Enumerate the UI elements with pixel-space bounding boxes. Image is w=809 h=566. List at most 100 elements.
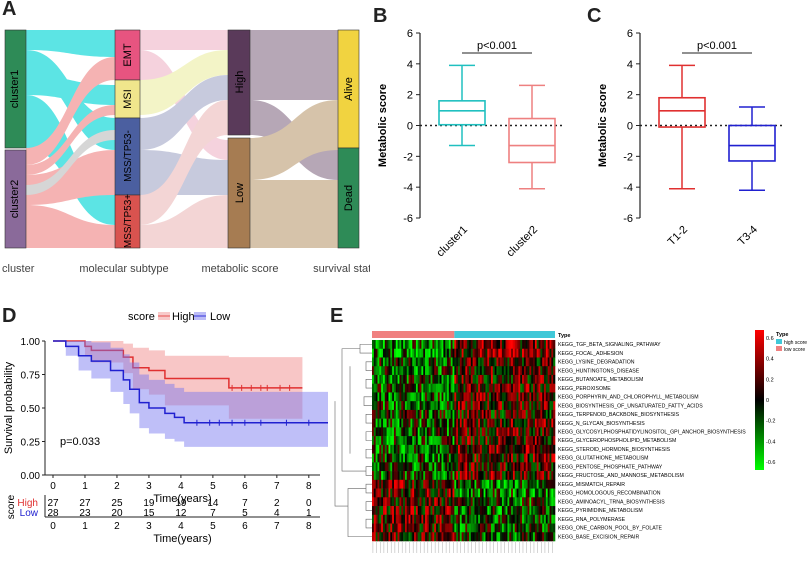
heat-cell: [375, 488, 378, 498]
row-label: KEGG_BIOSYNTHESIS_OF_UNSATURATED_FATTY_A…: [558, 403, 703, 409]
heat-cell: [520, 401, 523, 411]
heat-cell: [520, 418, 523, 428]
heat-cell: [514, 357, 517, 367]
heat-cell: [432, 479, 435, 489]
heat-cell: [549, 392, 552, 402]
heat-cell: [489, 462, 492, 472]
heat-cell: [489, 436, 492, 446]
heat-cell: [478, 471, 481, 481]
heat-cell: [382, 340, 386, 350]
color-bar-label: -0.2: [766, 419, 775, 425]
heat-cell: [500, 427, 503, 437]
heat-cell: [390, 418, 393, 428]
heat-cell: [474, 436, 477, 446]
heat-cell: [540, 532, 543, 542]
heat-cell: [450, 453, 453, 463]
heat-cell: [542, 392, 545, 402]
heat-cell: [479, 506, 483, 516]
heat-cell: [478, 523, 481, 533]
heat-cell: [454, 366, 457, 376]
heat-cell: [467, 462, 470, 472]
heat-cell: [467, 444, 470, 454]
heat-cell: [412, 357, 415, 367]
heat-cell: [432, 348, 435, 358]
heat-cell: [384, 488, 387, 498]
heat-cell: [412, 532, 415, 542]
heat-cell: [423, 427, 426, 437]
heat-cell: [428, 436, 431, 446]
heat-cell: [443, 436, 446, 446]
heat-cell: [553, 453, 556, 463]
heat-cell: [423, 514, 426, 524]
heat-cell: [447, 514, 450, 524]
heat-cell: [509, 497, 512, 507]
heat-cell: [414, 348, 417, 358]
heat-cell: [458, 409, 461, 419]
heat-cell: [481, 366, 484, 376]
heat-cell: [410, 427, 413, 437]
heat-cell: [372, 462, 375, 472]
heat-cell: [408, 462, 411, 472]
heat-cell: [549, 357, 552, 367]
heat-cell: [518, 348, 521, 358]
heat-cell: [430, 462, 433, 472]
heat-cell: [538, 471, 541, 481]
heat-cell: [443, 514, 446, 524]
heat-cell: [492, 392, 495, 402]
heat-cell: [408, 497, 411, 507]
heat-cell: [485, 506, 488, 516]
pvalue-text: p<0.001: [477, 40, 517, 52]
heat-cell: [467, 427, 470, 437]
heat-cell: [439, 392, 442, 402]
flow-msspos-high: [140, 100, 228, 225]
heat-cell: [529, 392, 532, 402]
heat-cell: [478, 383, 481, 393]
heat-cell: [551, 374, 554, 384]
heat-cell: [448, 497, 451, 507]
heat-cell: [403, 366, 406, 376]
heat-cell: [404, 436, 408, 446]
heat-cell: [463, 462, 466, 472]
heat-cell: [536, 374, 539, 384]
heat-cell: [384, 453, 387, 463]
heat-cell: [417, 514, 420, 524]
heat-cell: [419, 514, 422, 524]
heat-cell: [551, 427, 554, 437]
heat-cell: [441, 523, 444, 533]
heat-cell: [430, 357, 433, 367]
heat-cell: [534, 340, 537, 350]
heat-cell: [505, 453, 508, 463]
heat-cell: [529, 401, 532, 411]
heat-cell: [501, 479, 505, 489]
heat-cell: [545, 436, 548, 446]
heat-cell: [520, 409, 523, 419]
heat-cell: [408, 418, 411, 428]
heat-cell: [390, 488, 393, 498]
heat-cell: [436, 497, 439, 507]
heat-cell: [450, 462, 453, 472]
heat-cell: [553, 418, 556, 428]
heat-cell: [390, 401, 393, 411]
heat-cell: [403, 471, 406, 481]
heat-cell: [437, 497, 441, 507]
heat-cell: [523, 471, 527, 481]
heat-cell: [544, 488, 547, 498]
heat-cell: [375, 479, 378, 489]
heat-cell: [388, 340, 391, 350]
heat-cell: [523, 348, 527, 358]
risk-count: 20: [111, 508, 123, 519]
heat-cell: [377, 488, 380, 498]
heat-cell: [452, 471, 455, 481]
heat-cell: [479, 392, 483, 402]
heat-cell: [549, 471, 552, 481]
heat-cell: [478, 532, 481, 542]
heat-cell: [454, 532, 457, 542]
heat-cell: [538, 514, 541, 524]
heat-cell: [489, 497, 492, 507]
heat-cell: [410, 514, 413, 524]
heat-cell: [439, 366, 442, 376]
legend-high-label: high score: [784, 340, 807, 346]
heat-cell: [465, 453, 468, 463]
heat-cell: [417, 436, 420, 446]
heat-cell: [406, 497, 409, 507]
